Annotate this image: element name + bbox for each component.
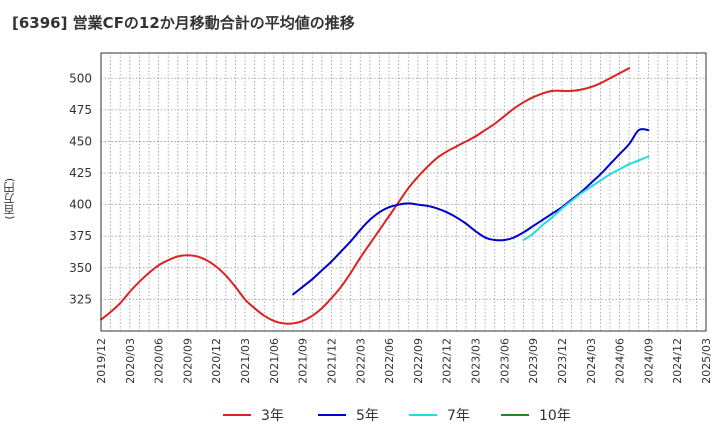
x-tick-label: 2022/12	[441, 338, 454, 384]
legend-item: 3年	[223, 403, 284, 427]
x-tick-label: 2023/09	[527, 338, 540, 384]
y-tick-label: 500	[69, 71, 92, 85]
x-tick-label: 2025/03	[700, 338, 713, 384]
series-line-3年	[100, 67, 631, 325]
x-tick-label: 2020/06	[153, 338, 166, 384]
x-tick-label: 2020/03	[124, 338, 137, 384]
legend: 3年 5年 7年 10年	[0, 403, 720, 427]
legend-item: 5年	[318, 403, 379, 427]
x-tick-label: 2021/09	[297, 338, 310, 384]
series-layer	[100, 67, 650, 325]
plot-frame	[100, 52, 707, 332]
legend-swatch	[318, 414, 346, 416]
y-tick-label: 400	[69, 198, 92, 212]
legend-label: 10年	[539, 408, 571, 424]
y-tick-label: 425	[69, 166, 92, 180]
series-line-7年	[522, 155, 650, 241]
x-tick-label: 2024/06	[614, 338, 627, 384]
series-line-5年	[292, 128, 650, 296]
x-tick-label: 2022/03	[354, 338, 367, 384]
legend-label: 7年	[447, 408, 470, 424]
x-tick-label: 2021/12	[325, 338, 338, 384]
x-tick-label: 2024/09	[642, 338, 655, 384]
x-tick-label: 2022/06	[383, 338, 396, 384]
x-tick-label: 2022/09	[412, 338, 425, 384]
legend-item: 10年	[501, 403, 571, 427]
x-tick-label: 2023/12	[556, 338, 569, 384]
x-tick-label: 2020/12	[210, 338, 223, 384]
line-chart: 325 350 375 400 425 450 475 500 2019/12 2020/03 20…	[69, 52, 713, 384]
x-tick-label: 2019/12	[95, 338, 108, 384]
y-tick-label: 475	[69, 103, 92, 117]
x-tick-label: 2023/06	[498, 338, 511, 384]
legend-swatch	[409, 414, 437, 416]
y-tick-label: 325	[69, 292, 92, 306]
legend-item: 7年	[409, 403, 470, 427]
plot-area	[101, 53, 706, 331]
legend-label: 5年	[356, 408, 379, 424]
legend-label: 3年	[261, 408, 284, 424]
chart-title: [6396] 営業CFの12か月移動合計の平均値の推移	[12, 14, 355, 32]
x-tick-label: 2020/09	[181, 338, 194, 384]
x-tick-label: 2024/03	[585, 338, 598, 384]
y-tick-label: 350	[69, 261, 92, 275]
grid-layer	[100, 53, 707, 331]
y-tick-label: 450	[69, 134, 92, 148]
x-tick-label: 2023/03	[470, 338, 483, 384]
x-tick-label: 2024/12	[671, 338, 684, 384]
y-tick-label: 375	[69, 229, 92, 243]
x-tick-label: 2021/03	[239, 338, 252, 384]
legend-swatch	[501, 414, 529, 416]
x-tick-label: 2021/06	[268, 338, 281, 384]
legend-swatch	[223, 414, 251, 416]
axis-layer: 325 350 375 400 425 450 475 500 2019/12 2020/03 20…	[69, 52, 713, 384]
